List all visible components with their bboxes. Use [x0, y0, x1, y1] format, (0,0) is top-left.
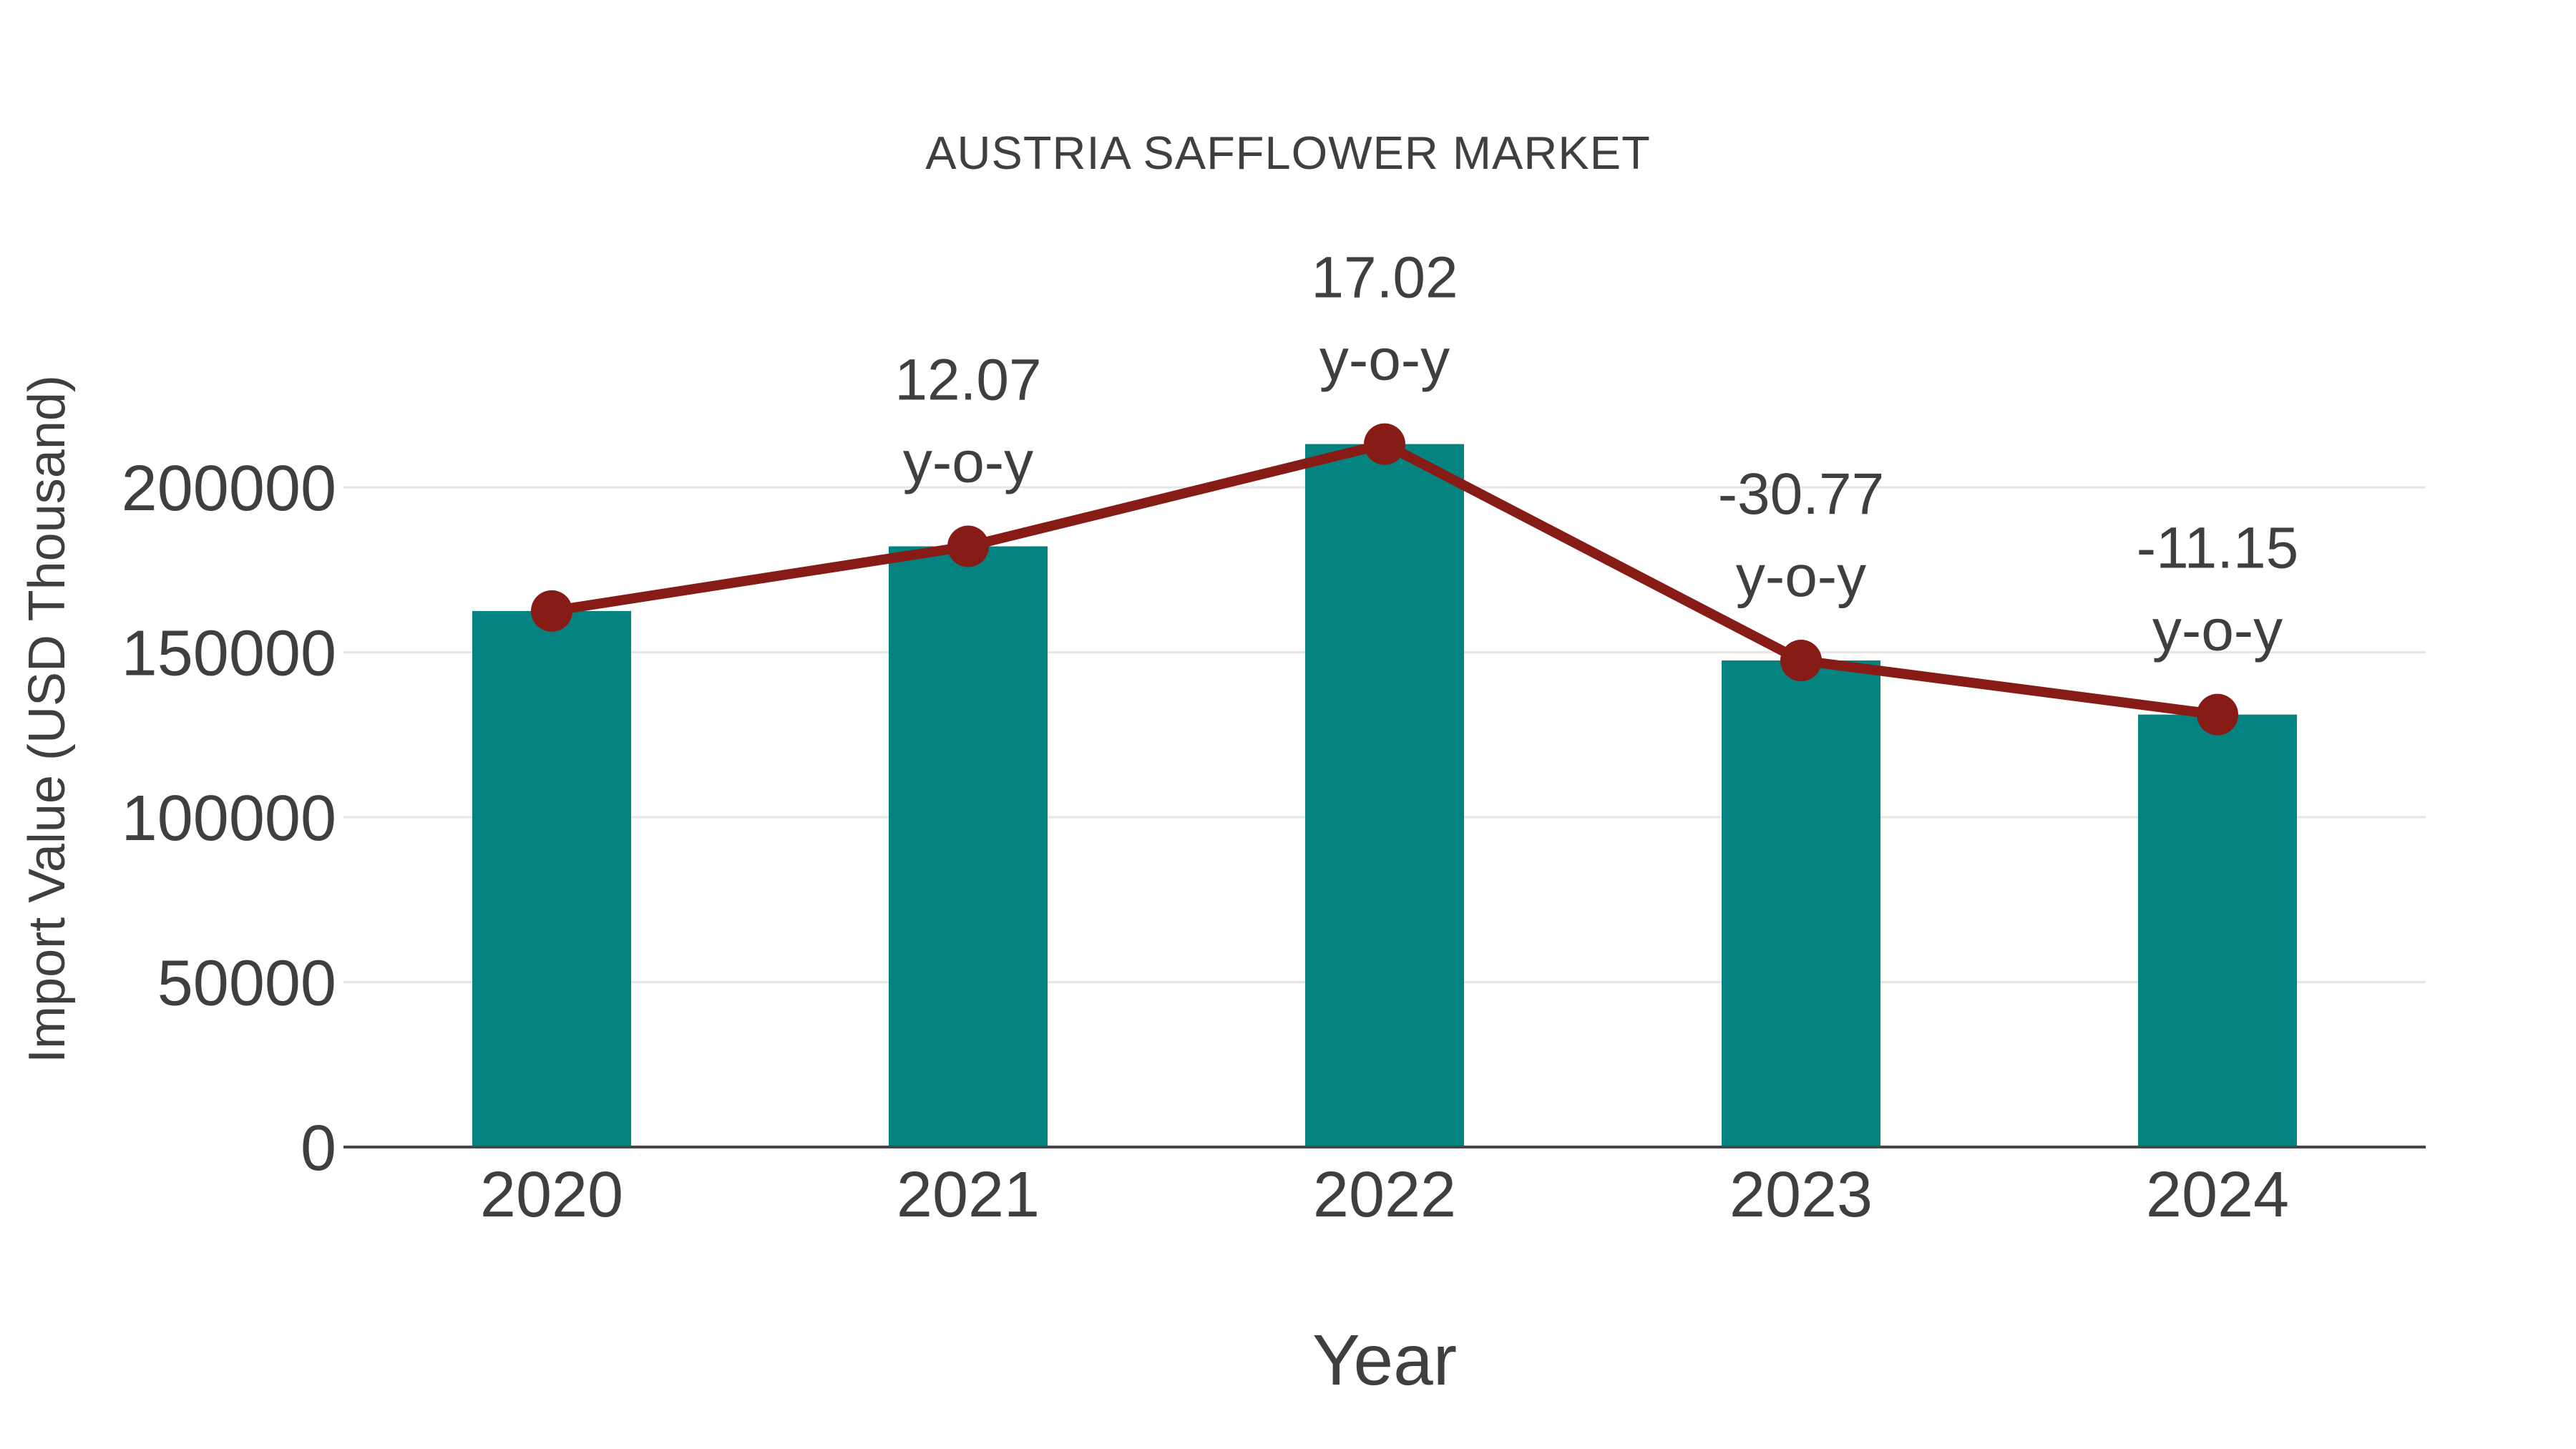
y-tick-label-0: 0 — [301, 1113, 336, 1184]
x-tick-label-2021: 2021 — [897, 1159, 1040, 1231]
bar-2024 — [2138, 714, 2297, 1147]
bar-2020 — [472, 610, 631, 1147]
annotation-suffix-2021: y-o-y — [903, 430, 1033, 495]
annotation-value-2022: 17.02 — [1311, 245, 1458, 311]
bar-2022 — [1305, 444, 1464, 1147]
bar-2021 — [889, 546, 1048, 1147]
y-tick-label-50000: 50000 — [157, 948, 336, 1020]
yoy-marker-2024 — [2197, 693, 2238, 736]
annotation-value-2023: -30.77 — [1718, 462, 1885, 527]
x-tick-label-2023: 2023 — [1729, 1159, 1873, 1231]
yoy-marker-2022 — [1364, 423, 1405, 465]
x-axis-title: Year — [1312, 1320, 1458, 1400]
yoy-marker-2021 — [947, 525, 989, 567]
annotation-suffix-2023: y-o-y — [1736, 544, 1866, 609]
annotation-value-2024: -11.15 — [2137, 516, 2298, 581]
chart-title: AUSTRIA SAFFLOWER MARKET — [925, 127, 1651, 179]
annotation-value-2021: 12.07 — [894, 348, 1041, 413]
y-tick-label-100000: 100000 — [122, 783, 336, 854]
x-tick-label-2024: 2024 — [2146, 1159, 2289, 1231]
yoy-marker-2020 — [531, 590, 572, 632]
annotation-suffix-2022: y-o-y — [1319, 328, 1450, 393]
yoy-marker-2023 — [1780, 640, 1822, 682]
x-tick-label-2020: 2020 — [480, 1159, 623, 1231]
annotation-suffix-2024: y-o-y — [2152, 598, 2283, 663]
y-tick-label-200000: 200000 — [122, 453, 336, 525]
x-tick-label-2022: 2022 — [1313, 1159, 1456, 1231]
bar-2023 — [1722, 660, 1880, 1147]
y-tick-label-150000: 150000 — [122, 618, 336, 690]
